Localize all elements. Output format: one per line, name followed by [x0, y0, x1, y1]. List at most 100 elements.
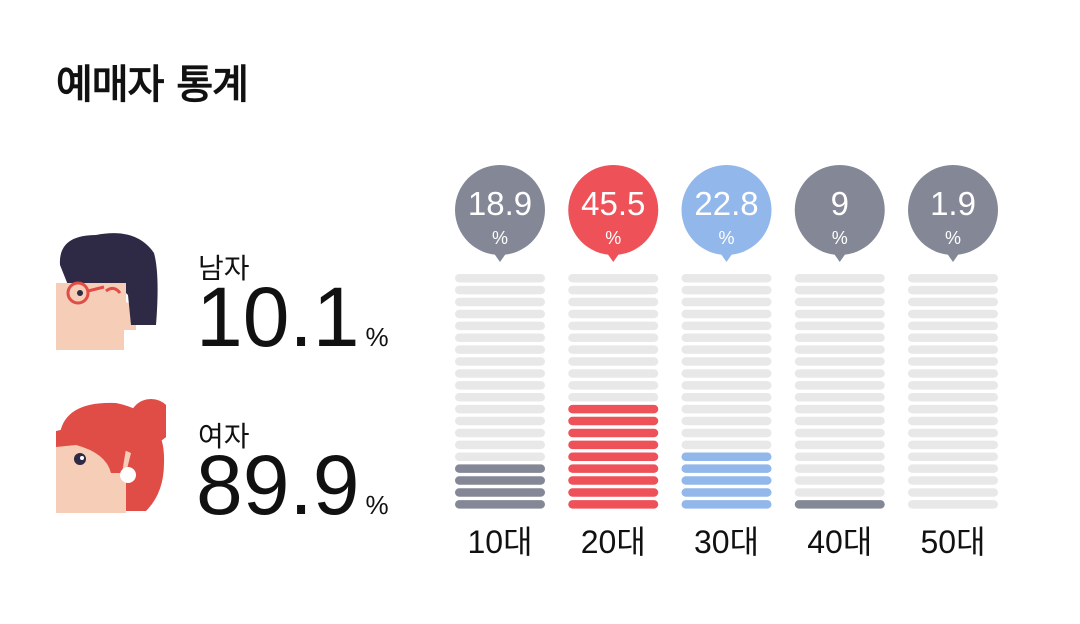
bar-segment-empty [681, 381, 772, 390]
bar-segment-filled [794, 500, 885, 509]
bar-segment-filled [681, 476, 772, 485]
bar-segment-empty [794, 488, 885, 497]
age-column: 18.9% 10대 [455, 165, 545, 560]
bar-segment-empty [681, 416, 772, 426]
bar-segment-empty [908, 285, 998, 295]
bar-segment-empty [568, 321, 659, 331]
bar-segment-empty [681, 440, 772, 450]
value-unit: % [605, 228, 621, 248]
bar-segment-empty [908, 428, 998, 438]
bar-segment-filled [568, 428, 659, 438]
bar-segment-empty [908, 357, 998, 366]
value-unit: % [718, 228, 734, 248]
bar-segment-empty [568, 309, 659, 319]
bubble-pointer [719, 252, 734, 262]
category-label: 40대 [807, 524, 872, 560]
bar-segment-filled [568, 476, 659, 485]
bar-segment-empty [455, 345, 545, 354]
bar-segment-empty [455, 381, 545, 390]
bar-segment-filled [455, 488, 545, 497]
bubble-pointer [832, 252, 847, 262]
bar-segment-empty [568, 393, 659, 402]
bar-segment-empty [908, 297, 998, 307]
bar-segment-empty [908, 464, 998, 473]
male-value: 10.1 [196, 270, 360, 364]
value-label: 18.9 [468, 185, 532, 222]
bar-segment-empty [794, 321, 885, 331]
bar-segment-empty [794, 452, 885, 461]
bar-segment-empty [908, 345, 998, 354]
bar-segment-empty [455, 369, 545, 378]
category-label: 50대 [920, 524, 985, 560]
bar-segment-empty [794, 393, 885, 402]
bar-segment-empty [455, 416, 545, 426]
bar-segment-empty [794, 369, 885, 378]
bar-segment-empty [455, 321, 545, 331]
bar-segment-empty [568, 345, 659, 354]
bar-segment-empty [681, 369, 772, 378]
bar-segment-empty [455, 274, 545, 283]
bar-segment-empty [568, 285, 659, 295]
bar-segment-empty [794, 309, 885, 319]
age-group-chart: 18.9% 10대 45.5% 20대 22.8% 30대 9% 40대 1.9% 50대 [455, 165, 998, 560]
bar-segment-filled [455, 464, 545, 473]
bar-segment-empty [681, 297, 772, 307]
value-bubble [455, 165, 545, 255]
bar-segment-empty [908, 404, 998, 414]
bar-segment-empty [455, 297, 545, 307]
bar-segment-empty [455, 333, 545, 342]
bar-segment-filled [681, 500, 772, 509]
bar-segment-empty [681, 321, 772, 331]
bar-segment-empty [455, 404, 545, 414]
bar-segment-empty [568, 297, 659, 307]
bar-segment-empty [455, 440, 545, 450]
bar-segment-empty [681, 274, 772, 283]
bar-segment-empty [908, 488, 998, 497]
bar-segment-empty [908, 416, 998, 426]
bar-segment-empty [794, 476, 885, 485]
bar-segment-empty [568, 381, 659, 390]
bar-segment-empty [794, 464, 885, 473]
bar-segment-filled [568, 488, 659, 497]
female-unit: % [365, 490, 389, 520]
bar-segment-empty [794, 404, 885, 414]
value-label: 45.5 [581, 185, 645, 222]
bar-segment-empty [568, 274, 659, 283]
bar-segment-empty [908, 381, 998, 390]
female-percentage: 89.9% [196, 443, 389, 547]
bar-segment-empty [908, 452, 998, 461]
bar-segment-empty [794, 297, 885, 307]
category-label: 10대 [467, 524, 532, 560]
age-column: 22.8% 30대 [681, 165, 772, 560]
value-label: 1.9 [930, 185, 976, 222]
bar-segment-empty [681, 345, 772, 354]
age-column: 9% 40대 [794, 165, 885, 560]
bar-segment-empty [794, 381, 885, 390]
bar-segment-empty [794, 285, 885, 295]
age-column: 1.9% 50대 [908, 165, 998, 560]
bar-segment-filled [681, 488, 772, 497]
bar-segment-filled [681, 452, 772, 461]
bar-segment-empty [908, 369, 998, 378]
bar-segment-filled [455, 500, 545, 509]
bubble-pointer [946, 252, 960, 262]
bar-segment-empty [681, 333, 772, 342]
bar-segment-empty [908, 309, 998, 319]
value-bubble [568, 165, 659, 255]
bar-segment-filled [681, 464, 772, 473]
bar-segment-filled [568, 404, 659, 414]
male-label: 남자 [198, 252, 250, 285]
bar-segment-empty [568, 333, 659, 342]
bubble-pointer [493, 252, 507, 262]
bar-segment-empty [681, 357, 772, 366]
bar-segment-empty [455, 309, 545, 319]
value-bubble [908, 165, 998, 255]
bar-segment-empty [455, 428, 545, 438]
bar-segment-empty [455, 452, 545, 461]
bar-segment-empty [794, 357, 885, 366]
bar-segment-empty [908, 274, 998, 283]
bar-segment-empty [908, 333, 998, 342]
bar-segment-filled [568, 440, 659, 450]
male-unit: % [365, 322, 389, 352]
bar-segment-filled [568, 416, 659, 426]
